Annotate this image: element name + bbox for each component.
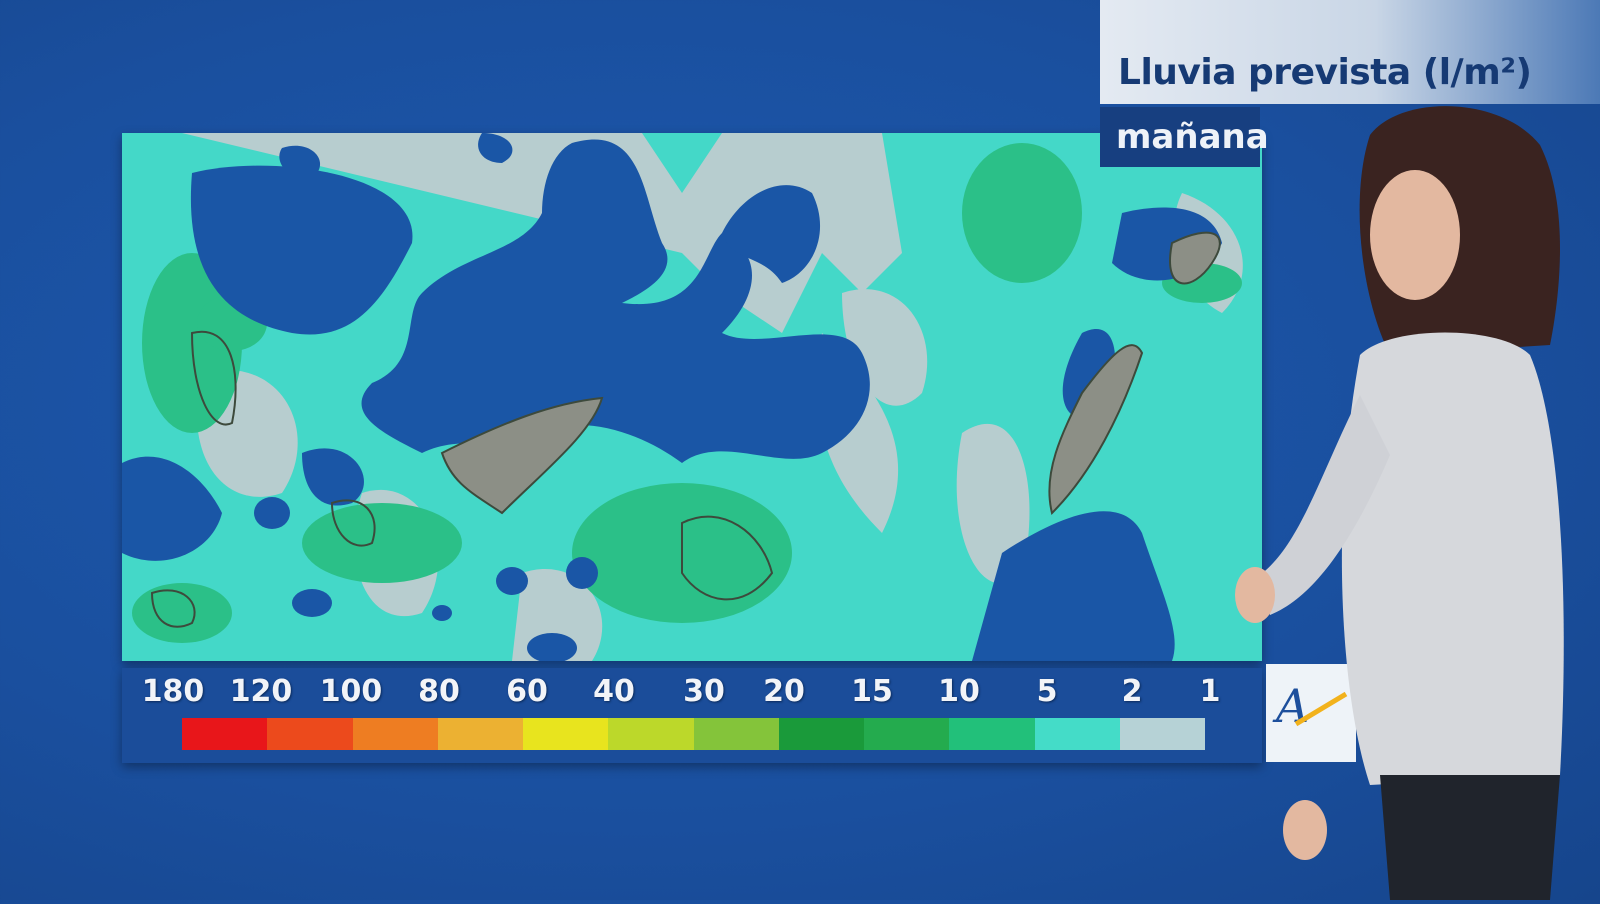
legend-label: 120 <box>229 674 293 709</box>
legend-swatch <box>949 718 1035 750</box>
legend-swatch <box>182 718 268 750</box>
logo-mark: A <box>1272 679 1348 733</box>
legend-label: 80 <box>418 674 460 709</box>
legend-swatch <box>778 718 864 750</box>
aemet-logo: A <box>1266 664 1356 762</box>
legend-labels: 180 120 100 80 60 40 30 20 15 10 5 2 1 <box>122 674 1262 714</box>
presenter <box>1220 95 1600 900</box>
islands <box>150 231 1221 628</box>
legend-label: 15 <box>851 674 893 709</box>
forecast-period: mañana <box>1116 117 1269 157</box>
legend-label: 20 <box>763 674 805 709</box>
subtitle-banner: mañana <box>1100 107 1269 167</box>
island-la-palma <box>190 330 237 426</box>
legend-swatch <box>267 718 353 750</box>
legend-label: 30 <box>683 674 725 709</box>
legend-label: 100 <box>319 674 383 709</box>
legend-swatch <box>693 718 779 750</box>
legend-swatch <box>437 718 523 750</box>
legend-label: 10 <box>938 674 980 709</box>
rain-forecast-map <box>122 133 1262 663</box>
legend-swatch <box>1119 718 1205 750</box>
legend-label: 60 <box>506 674 548 709</box>
legend-swatch <box>864 718 950 750</box>
presenter-figure <box>1235 106 1564 900</box>
legend-swatch <box>352 718 438 750</box>
svg-text:A: A <box>1272 679 1309 733</box>
island-tenerife <box>440 396 604 515</box>
island-el-hierro <box>150 589 196 628</box>
legend-swatch <box>1034 718 1120 750</box>
sea-areas <box>122 133 1222 663</box>
legend-swatch <box>608 718 694 750</box>
rain-legend: 180 120 100 80 60 40 30 20 15 10 5 2 1 <box>122 668 1262 763</box>
legend-swatch <box>523 718 609 750</box>
legend-label: 180 <box>141 674 205 709</box>
island-fuerteventura <box>1048 344 1144 515</box>
title-banner: Lluvia prevista (l/m²) <box>1100 0 1600 104</box>
legend-label: 2 <box>1121 674 1143 709</box>
legend-label: 40 <box>593 674 635 709</box>
island-gran-canaria <box>681 515 774 601</box>
island-la-gomera <box>330 499 376 547</box>
map-canvas <box>122 133 1262 663</box>
legend-color-scale <box>182 718 1205 750</box>
page-title: Lluvia prevista (l/m²) <box>1118 52 1532 93</box>
legend-label: 5 <box>1036 674 1058 709</box>
legend-label: 1 <box>1199 674 1221 709</box>
island-lanzarote <box>1169 231 1221 285</box>
